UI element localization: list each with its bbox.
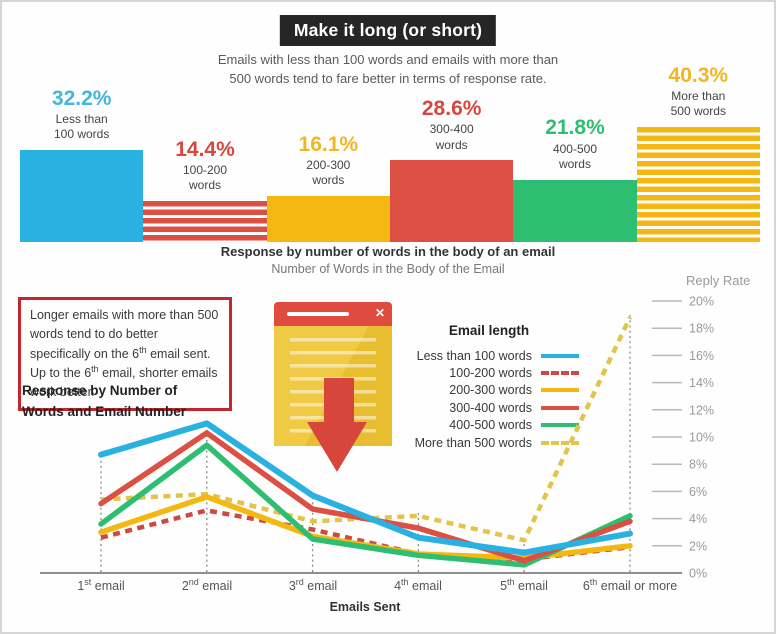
legend-item: 400-500 words	[377, 417, 579, 434]
legend-item: 100-200 words	[377, 364, 579, 381]
bar-value-label: 14.4%	[175, 137, 235, 161]
legend-swatch	[541, 405, 579, 410]
legend-swatch	[541, 423, 579, 428]
bar-chart-caption: Response by number of words in the body …	[220, 244, 556, 259]
bar-chart: 32.2% Less than 100 words 14.4% 100-200 wo…	[20, 57, 760, 242]
bar-column-more-500: 40.3% More than 500 words	[636, 63, 760, 242]
annotation-note-box: Longer emails with more than 500 words t…	[18, 297, 232, 412]
y-tick-label: 14%	[689, 376, 714, 390]
bar	[513, 179, 637, 242]
x-tick-6th-email: 6th email or more	[582, 577, 678, 594]
bar-category-label: More than 500 words	[670, 88, 726, 119]
series-line-100-200-words	[100, 508, 631, 562]
bar	[20, 150, 144, 242]
y-tick-label: 4%	[689, 512, 707, 526]
y-tick-label: 10%	[689, 431, 714, 445]
legend-swatch	[541, 388, 579, 393]
down-arrow-icon	[307, 378, 367, 472]
bar-value-label: 32.2%	[51, 86, 112, 110]
legend: Less than 100 words 100-200 words 200-30…	[377, 347, 579, 451]
bar-column-200-300: 16.1% 200-300 words	[266, 132, 390, 242]
bar	[389, 160, 514, 242]
bar-chart-subcaption: Number of Words in the Body of the Email	[271, 262, 505, 276]
x-tick-1st-email: 1st email	[77, 577, 125, 594]
x-tick-4th-email: 4th email	[394, 577, 442, 594]
legend-swatch	[541, 371, 579, 376]
y-tick-label: 18%	[689, 322, 714, 336]
x-tick-5th-email: 5th email	[500, 577, 548, 594]
y-tick-label: 0%	[689, 567, 707, 581]
bar-column-100-200: 14.4% 100-200 words	[143, 137, 267, 242]
y-tick-label: 2%	[689, 539, 707, 553]
bar	[143, 200, 267, 242]
bar-column-less-100: 32.2% Less than 100 words	[20, 86, 144, 242]
bar-category-label: Less than 100 words	[53, 111, 110, 142]
bar-category-label: 400-500 words	[552, 141, 597, 172]
bar	[636, 126, 760, 242]
title-badge: Make it long (or short)	[279, 15, 497, 46]
legend-title: Email length	[448, 323, 530, 338]
bar-category-label: 300-400 words	[429, 122, 474, 152]
bar-category-label: 200-300 words	[306, 157, 351, 188]
legend-item: 300-400 words	[377, 399, 579, 416]
legend-swatch	[541, 353, 579, 358]
bar-column-400-500: 21.8% 400-500 words	[513, 116, 637, 242]
subtitle-line1: Emails with less than 100 words and emai…	[217, 52, 559, 67]
bar-column-300-400: 28.6% 300-400 words	[389, 97, 514, 242]
bar-value-label: 21.8%	[545, 116, 605, 140]
window-titlebar: ✕	[274, 302, 392, 326]
titlebar-line	[287, 312, 349, 316]
x-tick-2nd-email: 2nd email	[181, 577, 233, 594]
legend-item: More than 500 words	[377, 434, 579, 451]
x-tick-3rd-email: 3rd email	[288, 577, 338, 594]
bar-value-label: 28.6%	[421, 97, 482, 121]
y-tick-label: 8%	[689, 458, 707, 472]
line-chart: 0% 2% 4% 6% 8% 10% 12% 14% 16% 18% 20%	[40, 295, 714, 581]
x-axis-title: Emails Sent	[329, 600, 401, 614]
bar-value-label: 40.3%	[668, 63, 729, 87]
legend-item: Less than 100 words	[377, 347, 579, 364]
y-tick-label: 20%	[689, 295, 714, 309]
y-tick-label: 12%	[689, 403, 714, 417]
bar-value-label: 16.1%	[298, 132, 359, 156]
series-line-less-than-100-words	[98, 420, 633, 556]
y-tick-label: 16%	[689, 349, 714, 363]
close-icon: ✕	[374, 306, 385, 320]
line-chart-heading: Response by Number of Words and Email Num…	[22, 383, 187, 419]
y-axis-title: Reply Rate	[686, 273, 751, 288]
y-tick-label: 6%	[689, 485, 707, 499]
legend-swatch	[541, 440, 579, 445]
bar-category-label: 100-200 words	[182, 162, 228, 193]
subtitle: Emails with less than 100 words and emai…	[2, 51, 774, 89]
legend-item: 200-300 words	[377, 382, 579, 399]
bar	[266, 196, 390, 242]
email-document-icon: ✕	[274, 302, 392, 446]
subtitle-line2: 500 words tend to fare better in terms o…	[229, 70, 547, 86]
